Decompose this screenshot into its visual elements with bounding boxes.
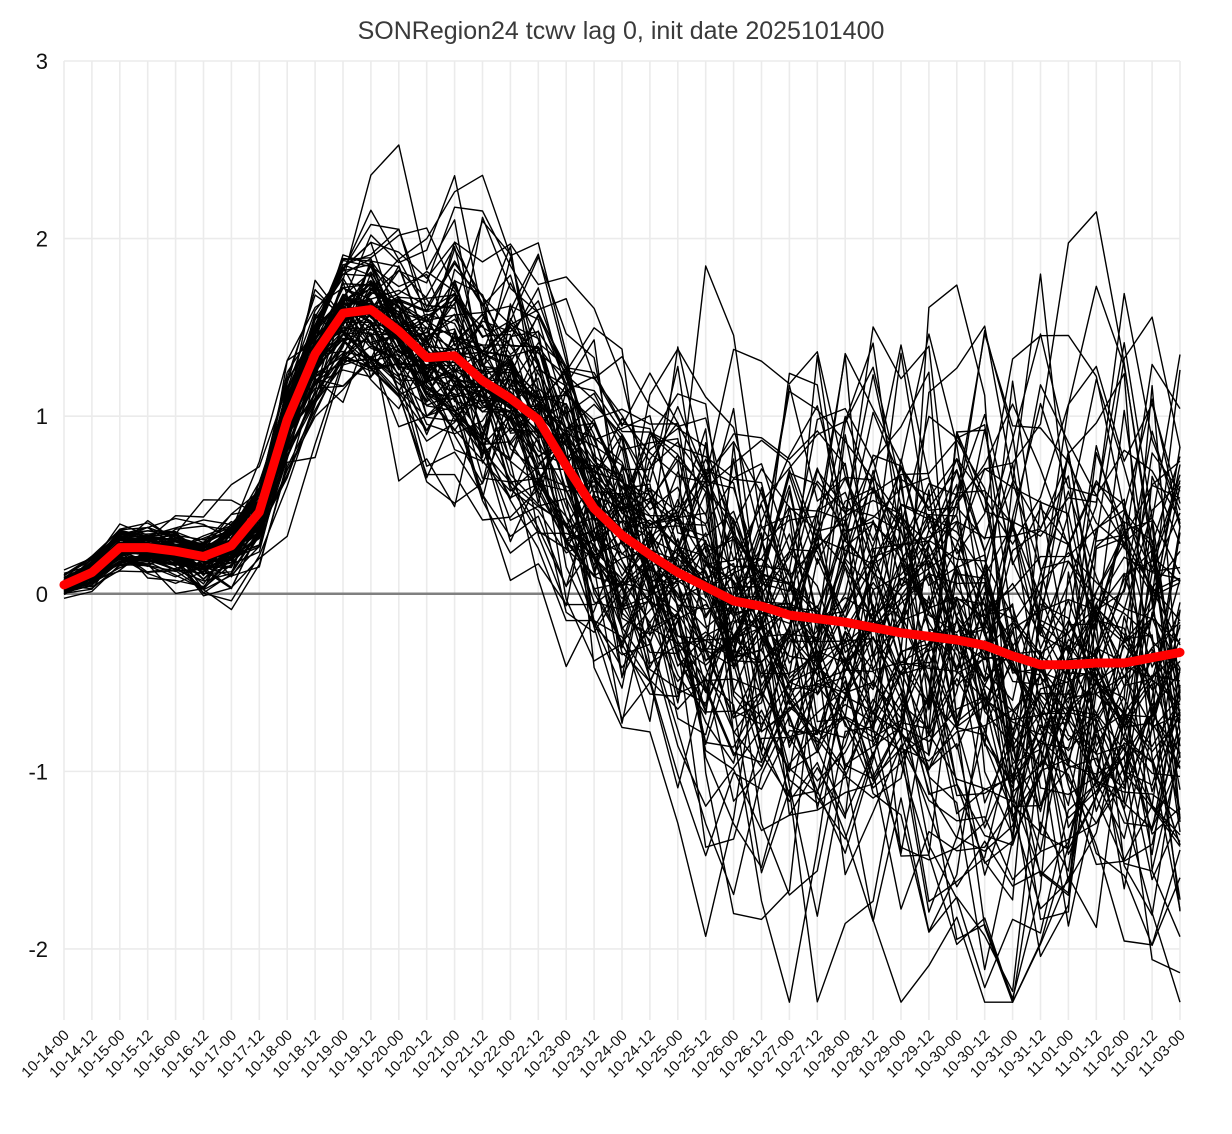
ensemble-member-line xyxy=(63,339,1181,672)
ensemble-members xyxy=(63,144,1181,1003)
ensemble-member-line xyxy=(63,287,1181,896)
y-tick-label: -2 xyxy=(28,937,48,962)
ensemble-member-line xyxy=(63,298,1181,1000)
ensemble-member-line xyxy=(63,317,1181,1003)
ensemble-member-line xyxy=(63,316,1181,866)
ensemble-member-line xyxy=(63,265,1181,803)
y-tick-label: 1 xyxy=(36,404,48,429)
ensemble-member-line xyxy=(63,241,1181,840)
ensemble-member-line xyxy=(63,206,1181,937)
y-tick-label: -1 xyxy=(28,759,48,784)
ensemble-mean-line xyxy=(59,305,1185,670)
ensemble-member-line xyxy=(63,306,1181,993)
ensemble-member-line xyxy=(63,333,1181,807)
x-axis-ticks: 10-14-0010-14-1210-15-0010-15-1210-16-00… xyxy=(18,1027,1188,1081)
ensemble-member-line xyxy=(63,245,1181,1003)
ensemble-member-line xyxy=(63,269,1181,803)
y-tick-label: 3 xyxy=(36,49,48,74)
chart-title: SONRegion24 tcwv lag 0, init date 202510… xyxy=(358,17,885,45)
ensemble-mean xyxy=(59,305,1185,670)
ensemble-member-line xyxy=(63,260,1181,917)
y-tick-label: 2 xyxy=(36,227,48,252)
y-axis-ticks: -2 -1 0 1 2 3 xyxy=(28,49,48,962)
y-tick-label: 0 xyxy=(36,582,48,607)
ensemble-member-line xyxy=(63,325,1181,839)
ensemble-member-line xyxy=(63,254,1181,1003)
ensemble-member-line xyxy=(63,335,1181,913)
ensemble-member-line xyxy=(63,283,1181,752)
ensemble-member-line xyxy=(63,279,1181,910)
